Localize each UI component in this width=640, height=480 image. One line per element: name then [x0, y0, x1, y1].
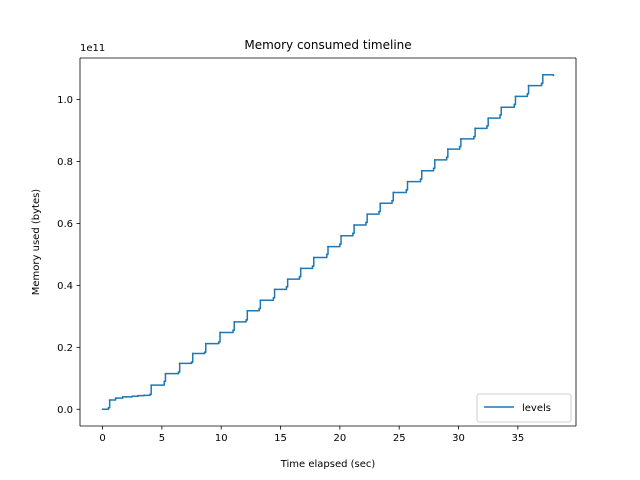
y-tick-label-0.6: 0.6 [57, 219, 73, 230]
data-point-levels-64 [514, 95, 517, 98]
data-point-levels-19 [217, 341, 220, 343]
y-tick-label-0.8: 0.8 [57, 157, 73, 168]
data-point-levels-40 [353, 224, 356, 226]
data-point-levels-56 [460, 137, 462, 140]
data-point-levels-35 [325, 253, 328, 256]
data-point-levels-29 [285, 286, 288, 288]
data-point-levels-45 [391, 199, 393, 202]
data-point-levels-25 [258, 307, 261, 310]
data-point-levels-47 [405, 189, 408, 191]
x-tick-label-20: 20 [333, 433, 346, 444]
data-point-levels-67 [540, 82, 543, 85]
data-point-levels-13 [177, 371, 180, 373]
data-point-levels-60 [487, 117, 490, 119]
data-point-levels-24 [246, 309, 249, 312]
y-axis-label: Memory used (bytes) [31, 189, 42, 296]
x-tick-label-25: 25 [393, 433, 406, 444]
data-point-levels-49 [419, 178, 422, 181]
data-point-levels-16 [191, 352, 194, 355]
data-point-levels-12 [164, 372, 167, 375]
x-tick-label-15: 15 [274, 433, 287, 444]
data-point-levels-33 [311, 265, 314, 268]
data-point-levels-18 [204, 342, 207, 345]
legend-label-levels: levels [522, 403, 551, 414]
data-point-levels-59 [486, 124, 488, 127]
data-point-levels-21 [232, 329, 234, 332]
y-tick-label-0.2: 0.2 [57, 343, 73, 354]
data-point-levels-31 [298, 275, 301, 278]
x-tick-label-30: 30 [452, 433, 465, 444]
data-point-levels-41 [365, 221, 367, 224]
data-point-levels-6 [131, 395, 134, 398]
y-tick-label-0.0: 0.0 [57, 405, 73, 416]
data-point-levels-23 [245, 319, 248, 321]
data-point-levels-28 [273, 288, 276, 291]
data-point-levels-8 [143, 394, 145, 397]
data-point-levels-15 [190, 361, 193, 364]
data-point-levels-39 [352, 232, 354, 235]
x-tick-label-5: 5 [159, 433, 165, 444]
legend: levels [476, 393, 572, 423]
data-point-levels-5 [125, 395, 128, 398]
x-tick-label-35: 35 [511, 433, 524, 444]
data-point-levels-69 [552, 74, 555, 77]
data-point-levels-52 [433, 159, 436, 161]
y-offset-label: 1e11 [80, 43, 105, 54]
data-point-levels-10 [150, 384, 153, 387]
data-point-levels-34 [312, 256, 315, 259]
y-tick-label-0.4: 0.4 [57, 281, 73, 292]
data-point-levels-38 [340, 234, 342, 237]
data-point-levels-22 [233, 321, 236, 323]
data-point-levels-66 [527, 84, 530, 87]
data-point-levels-51 [432, 167, 435, 170]
legend-box [476, 393, 572, 423]
data-point-levels-48 [406, 180, 409, 183]
data-point-levels-4 [121, 395, 124, 398]
plot-area: 0 5 10 15 20 25 30 35 0.0 0.2 0.4 0.6 0.8 1.0 [57, 57, 577, 444]
data-point-levels-30 [286, 278, 289, 281]
data-point-levels-46 [392, 191, 395, 194]
data-point-levels-1 [107, 406, 110, 409]
data-point-levels-37 [338, 243, 341, 246]
data-point-levels-3 [114, 397, 117, 400]
data-point-levels-32 [299, 267, 302, 270]
data-point-levels-54 [446, 148, 449, 150]
data-point-levels-14 [178, 362, 181, 365]
data-point-levels-42 [366, 213, 369, 216]
data-point-levels-0 [101, 408, 104, 411]
x-tick-label-10: 10 [215, 433, 228, 444]
data-point-levels-58 [474, 127, 477, 130]
data-point-levels-65 [526, 93, 529, 95]
data-point-levels-2 [108, 399, 111, 401]
y-tick-label-1.0: 1.0 [57, 95, 73, 106]
data-point-levels-9 [149, 393, 151, 396]
series-line-levels [102, 73, 555, 411]
data-point-levels-63 [513, 103, 516, 106]
data-point-levels-61 [499, 114, 501, 116]
x-tick-label-0: 0 [99, 433, 105, 444]
chart-title: Memory consumed timeline [244, 38, 411, 52]
data-point-levels-53 [445, 156, 448, 159]
data-point-levels-27 [272, 296, 275, 299]
data-point-levels-11 [163, 380, 166, 383]
data-point-levels-43 [378, 210, 380, 213]
data-point-levels-57 [473, 135, 475, 138]
data-point-levels-17 [203, 351, 206, 354]
data-point-levels-36 [327, 245, 329, 248]
data-point-levels-7 [137, 394, 140, 397]
data-point-levels-50 [420, 169, 423, 172]
data-point-levels-55 [458, 145, 461, 148]
data-point-levels-44 [379, 202, 382, 205]
data-point-levels-20 [219, 331, 221, 334]
x-axis-label: Time elapsed (sec) [280, 459, 376, 470]
data-point-levels-62 [500, 106, 503, 109]
data-point-levels-26 [259, 299, 262, 302]
data-point-levels-68 [541, 73, 544, 76]
